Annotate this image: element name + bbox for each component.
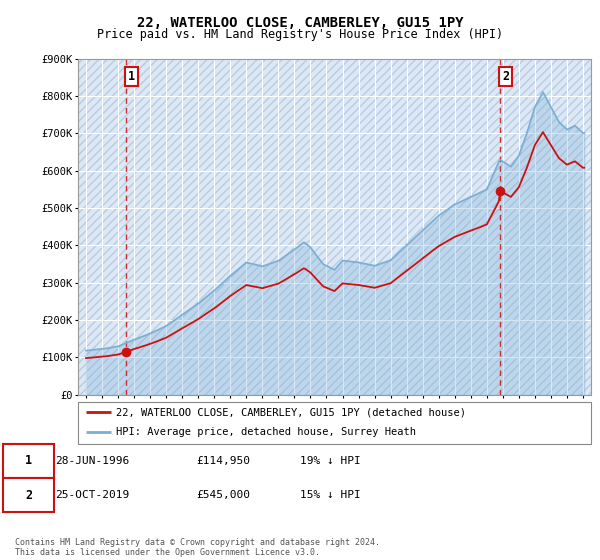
Text: £545,000: £545,000: [196, 490, 250, 500]
Text: 2: 2: [502, 70, 509, 83]
Text: 1: 1: [128, 70, 136, 83]
Text: 2: 2: [25, 488, 32, 502]
Text: HPI: Average price, detached house, Surrey Heath: HPI: Average price, detached house, Surr…: [116, 427, 416, 437]
Text: 15% ↓ HPI: 15% ↓ HPI: [300, 490, 361, 500]
Text: 25-OCT-2019: 25-OCT-2019: [55, 490, 130, 500]
Text: 19% ↓ HPI: 19% ↓ HPI: [300, 456, 361, 466]
Text: Price paid vs. HM Land Registry's House Price Index (HPI): Price paid vs. HM Land Registry's House …: [97, 28, 503, 41]
FancyBboxPatch shape: [78, 402, 591, 444]
Text: £114,950: £114,950: [196, 456, 250, 466]
Text: Contains HM Land Registry data © Crown copyright and database right 2024.
This d: Contains HM Land Registry data © Crown c…: [15, 538, 380, 557]
FancyBboxPatch shape: [4, 444, 54, 478]
Text: 22, WATERLOO CLOSE, CAMBERLEY, GU15 1PY (detached house): 22, WATERLOO CLOSE, CAMBERLEY, GU15 1PY …: [116, 407, 466, 417]
Text: 1: 1: [25, 454, 32, 468]
Text: 28-JUN-1996: 28-JUN-1996: [55, 456, 130, 466]
Text: 22, WATERLOO CLOSE, CAMBERLEY, GU15 1PY: 22, WATERLOO CLOSE, CAMBERLEY, GU15 1PY: [137, 16, 463, 30]
FancyBboxPatch shape: [4, 478, 54, 512]
